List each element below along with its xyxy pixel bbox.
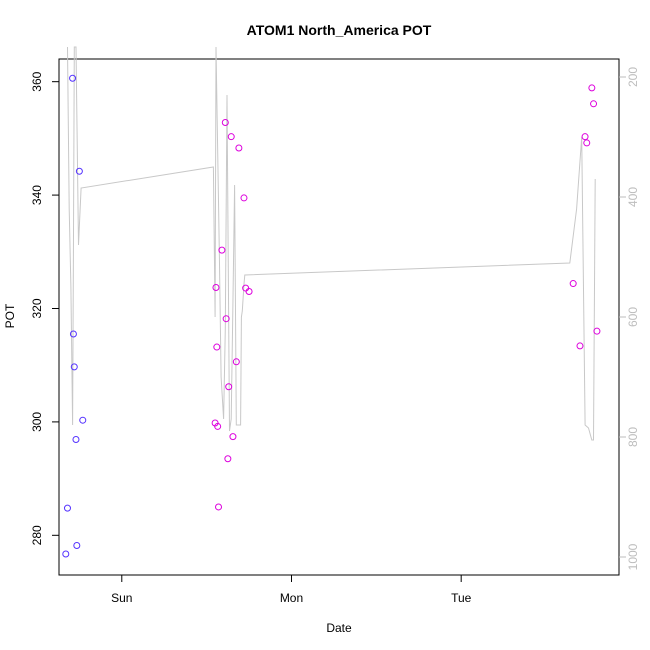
data-point <box>215 503 223 511</box>
x-tick-label: Tue <box>451 591 472 605</box>
data-point <box>72 435 80 443</box>
y-tick-label: 320 <box>30 298 44 318</box>
data-point <box>63 504 71 512</box>
data-point <box>69 74 77 82</box>
y2-tick-label: 200 <box>626 67 640 87</box>
data-point <box>218 246 226 254</box>
data-point <box>62 550 70 558</box>
y-axis: 280 300 320 340 360 <box>30 71 59 545</box>
data-point <box>75 167 83 175</box>
y-tick-label: 280 <box>30 525 44 545</box>
y-tick-label: 340 <box>30 185 44 205</box>
y2-tick-label: 1000 <box>626 543 640 570</box>
plot-frame <box>58 58 620 576</box>
x-tick-label: Sun <box>111 591 132 605</box>
data-point <box>213 343 221 351</box>
data-point <box>588 84 596 92</box>
data-point <box>590 100 598 108</box>
y2-tick-label: 400 <box>626 187 640 207</box>
data-point <box>576 342 584 350</box>
data-point <box>221 119 229 127</box>
data-point <box>240 194 248 202</box>
y-tick-label: 360 <box>30 71 44 91</box>
data-point <box>225 383 233 391</box>
data-point <box>212 284 220 292</box>
data-point <box>581 133 589 141</box>
data-point <box>583 139 591 147</box>
data-point <box>229 433 237 441</box>
data-point <box>227 133 235 141</box>
y2-tick-label: 600 <box>626 307 640 327</box>
data-point <box>73 542 81 550</box>
data-point <box>69 330 77 338</box>
y-tick-label: 300 <box>30 412 44 432</box>
secondary-y-axis: 200 400 600 800 1000 <box>619 67 640 570</box>
point-series <box>62 74 601 558</box>
data-point <box>224 455 232 463</box>
data-point <box>70 363 78 371</box>
x-axis: Sun Mon Tue <box>111 575 472 605</box>
y2-tick-label: 800 <box>626 427 640 447</box>
x-tick-label: Mon <box>280 591 303 605</box>
x-axis-label: Date <box>326 621 352 635</box>
data-point <box>214 422 222 430</box>
line-series <box>67 46 596 441</box>
line-series-path <box>67 46 596 441</box>
data-point <box>232 358 240 366</box>
y-axis-label: POT <box>3 303 17 328</box>
data-point <box>79 416 87 424</box>
chart-title: ATOM1 North_America POT <box>247 22 432 38</box>
data-point <box>593 327 601 335</box>
data-point <box>245 287 253 295</box>
data-point <box>222 315 230 323</box>
data-point <box>569 280 577 288</box>
data-point <box>235 144 243 152</box>
